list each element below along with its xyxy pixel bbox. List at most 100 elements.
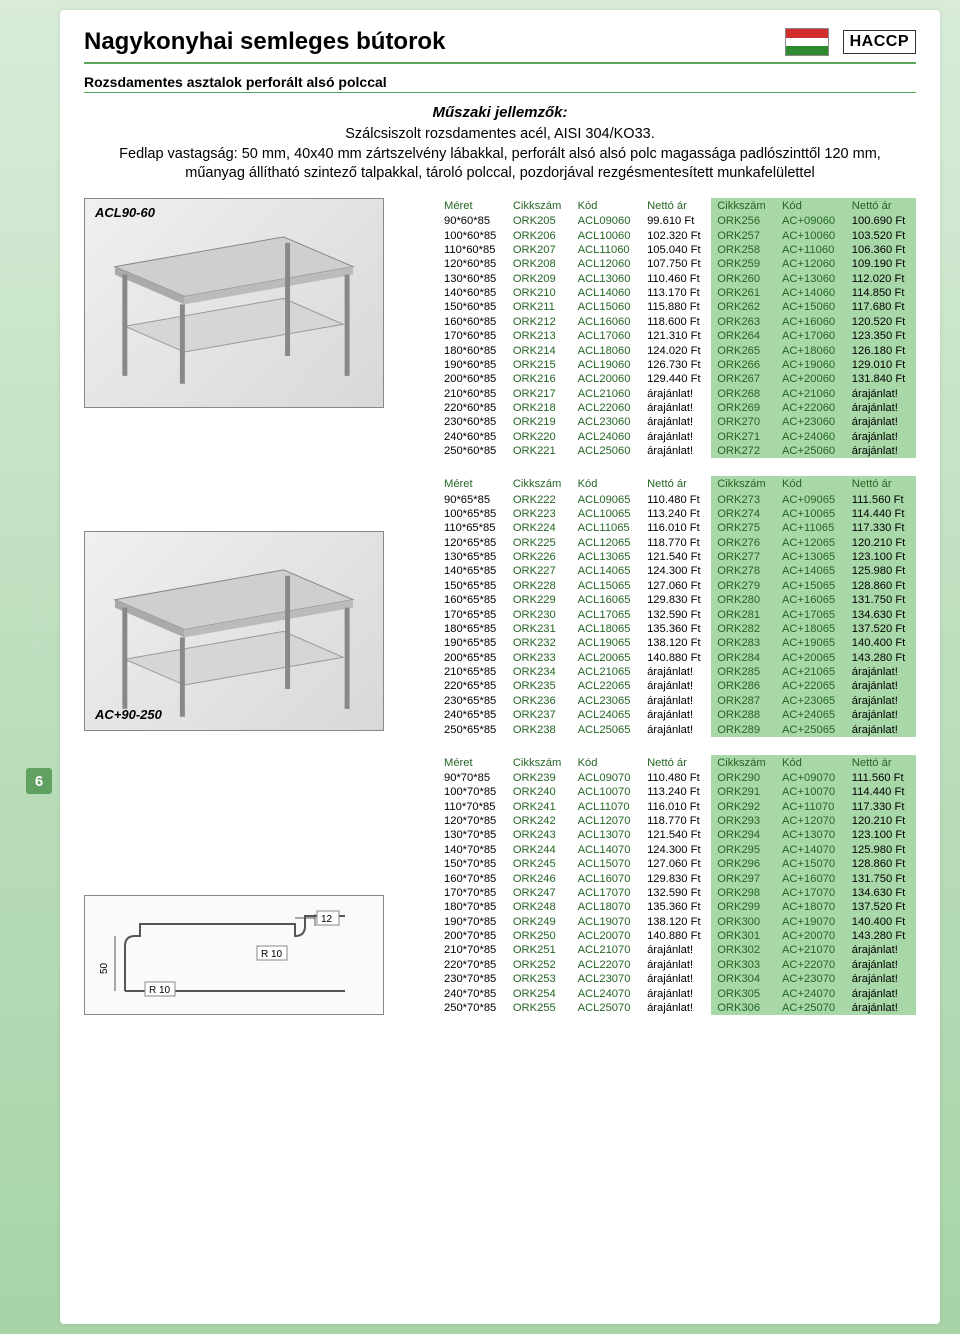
haccp-badge: HACCP [843, 30, 916, 54]
tech-specs: Műszaki jellemzők: Szálcsiszolt rozsdame… [114, 103, 886, 184]
col-header: Nettó ár [846, 198, 916, 214]
table-row: 250*60*85ORK221ACL25060árajánlat!ORK272A… [438, 444, 916, 458]
table-row: 170*65*85ORK230ACL17065132.590 FtORK281A… [438, 607, 916, 621]
table-row: 90*65*85ORK222ACL09065110.480 FtORK273AC… [438, 492, 916, 506]
col-header: Kód [572, 476, 641, 492]
col-header: Cikkszám [507, 476, 572, 492]
table-row: 90*70*85ORK239ACL09070110.480 FtORK290AC… [438, 771, 916, 785]
table-row: 200*65*85ORK233ACL20065140.880 FtORK284A… [438, 650, 916, 664]
table-row: 240*60*85ORK220ACL24060árajánlat!ORK271A… [438, 430, 916, 444]
table-row: 220*70*85ORK252ACL22070árajánlat!ORK303A… [438, 958, 916, 972]
svg-text:50: 50 [99, 963, 110, 975]
page-subtitle: Rozsdamentes asztalok perforált alsó pol… [84, 74, 916, 90]
section-1: ACL90-60 MéretCikkszámKódNettó árCikkszá… [84, 198, 916, 458]
table-row: 120*60*85ORK208ACL12060107.750 FtORK259A… [438, 257, 916, 271]
table-row: 140*65*85ORK227ACL14065124.300 FtORK278A… [438, 564, 916, 578]
page-title: Nagykonyhai semleges bútorok [84, 28, 445, 56]
table-row: 160*70*85ORK246ACL16070129.830 FtORK297A… [438, 871, 916, 885]
col-header: Méret [438, 476, 507, 492]
table-row: 230*70*85ORK253ACL23070árajánlat!ORK304A… [438, 972, 916, 986]
table-row: 130*70*85ORK243ACL13070121.540 FtORK294A… [438, 828, 916, 842]
table-row: 230*60*85ORK219ACL23060árajánlat!ORK270A… [438, 415, 916, 429]
col-header: Nettó ár [846, 755, 916, 771]
table-row: 130*60*85ORK209ACL13060110.460 FtORK260A… [438, 271, 916, 285]
table-row: 210*70*85ORK251ACL21070árajánlat!ORK302A… [438, 943, 916, 957]
page-card: Nagykonyhai semleges bútorok HACCP Rozsd… [60, 10, 940, 1324]
table-row: 130*65*85ORK226ACL13065121.540 FtORK277A… [438, 550, 916, 564]
table-row: 110*60*85ORK207ACL11060105.040 FtORK258A… [438, 243, 916, 257]
col-header: Cikkszám [711, 198, 776, 214]
table-row: 160*60*85ORK212ACL16060118.600 FtORK263A… [438, 315, 916, 329]
col-header: Kód [776, 476, 846, 492]
section-2: AC+90-250 MéretCikkszámKódNettó árCikksz… [84, 476, 916, 736]
table-row: 100*65*85ORK223ACL10065113.240 FtORK274A… [438, 507, 916, 521]
col-header: Nettó ár [641, 476, 711, 492]
col-header: Cikkszám [507, 755, 572, 771]
product-image-2: AC+90-250 [84, 531, 384, 731]
section-3: 12 R 10 R 10 50 MéretCikkszámKódNettó ár… [84, 755, 916, 1015]
price-table-1: MéretCikkszámKódNettó árCikkszámKódNettó… [438, 198, 916, 458]
profile-drawing: 12 R 10 R 10 50 [84, 895, 384, 1015]
table-row: 210*65*85ORK234ACL21065árajánlat!ORK285A… [438, 665, 916, 679]
col-header: Kód [776, 755, 846, 771]
col-header: Nettó ár [641, 755, 711, 771]
table-row: 250*65*85ORK238ACL25065árajánlat!ORK289A… [438, 722, 916, 736]
table-row: 100*70*85ORK240ACL10070113.240 FtORK291A… [438, 785, 916, 799]
specs-line1: Szálcsiszolt rozsdamentes acél, AISI 304… [114, 125, 886, 145]
table-row: 170*70*85ORK247ACL17070132.590 FtORK298A… [438, 886, 916, 900]
table-row: 220*60*85ORK218ACL22060árajánlat!ORK269A… [438, 401, 916, 415]
col-header: Nettó ár [641, 198, 711, 214]
table-row: 140*60*85ORK210ACL14060113.170 FtORK261A… [438, 286, 916, 300]
specs-line2: Fedlap vastagság: 50 mm, 40x40 mm zárt­s… [114, 145, 886, 184]
header-badges: HACCP [785, 28, 916, 56]
table-row: 100*60*85ORK206ACL10060102.320 FtORK257A… [438, 228, 916, 242]
svg-text:R 10: R 10 [261, 949, 283, 960]
price-table-3: MéretCikkszámKódNettó árCikkszámKódNettó… [438, 755, 916, 1015]
col-header: Méret [438, 755, 507, 771]
table-row: 120*65*85ORK225ACL12065118.770 FtORK276A… [438, 535, 916, 549]
table-row: 150*70*85ORK245ACL15070127.060 FtORK296A… [438, 857, 916, 871]
table-row: 140*70*85ORK244ACL14070124.300 FtORK295A… [438, 843, 916, 857]
col-header: Kód [776, 198, 846, 214]
table-row: 180*65*85ORK231ACL18065135.360 FtORK282A… [438, 622, 916, 636]
table-row: 190*60*85ORK215ACL19060126.730 FtORK266A… [438, 358, 916, 372]
svg-text:12: 12 [321, 914, 333, 925]
table-row: 190*70*85ORK249ACL19070138.120 FtORK300A… [438, 914, 916, 928]
col-header: Méret [438, 198, 507, 214]
product-image-1-label: ACL90-60 [95, 205, 155, 220]
table-row: 220*65*85ORK235ACL22065árajánlat!ORK286A… [438, 679, 916, 693]
table-row: 210*60*85ORK217ACL21060árajánlat!ORK268A… [438, 386, 916, 400]
table-row: 170*60*85ORK213ACL17060121.310 FtORK264A… [438, 329, 916, 343]
table-row: 150*65*85ORK228ACL15065127.060 FtORK279A… [438, 579, 916, 593]
table-row: 200*60*85ORK216ACL20060129.440 FtORK267A… [438, 372, 916, 386]
table-row: 110*70*85ORK241ACL11070116.010 FtORK292A… [438, 799, 916, 813]
table-row: 230*65*85ORK236ACL23065árajánlat!ORK287A… [438, 694, 916, 708]
table-illustration-icon [105, 227, 363, 386]
page-number: 6 [26, 768, 52, 794]
table-illustration-icon [105, 560, 363, 719]
svg-text:R 10: R 10 [149, 985, 171, 996]
table-row: 90*60*85ORK205ACL0906099.610 FtORK256AC+… [438, 214, 916, 228]
col-header: Cikkszám [711, 476, 776, 492]
col-header: Cikkszám [507, 198, 572, 214]
table-row: 150*60*85ORK211ACL15060115.880 FtORK262A… [438, 300, 916, 314]
table-row: 200*70*85ORK250ACL20070140.880 FtORK301A… [438, 929, 916, 943]
side-dots [30, 560, 48, 656]
product-image-1: ACL90-60 [84, 198, 384, 408]
table-row: 190*65*85ORK232ACL19065138.120 FtORK283A… [438, 636, 916, 650]
col-header: Kód [572, 755, 641, 771]
specs-heading: Műszaki jellemzők: [114, 103, 886, 123]
col-header: Kód [572, 198, 641, 214]
table-row: 180*70*85ORK248ACL18070135.360 FtORK299A… [438, 900, 916, 914]
table-row: 250*70*85ORK255ACL25070árajánlat!ORK306A… [438, 1001, 916, 1015]
col-header: Nettó ár [846, 476, 916, 492]
col-header: Cikkszám [711, 755, 776, 771]
price-table-2: MéretCikkszámKódNettó árCikkszámKódNettó… [438, 476, 916, 736]
table-row: 240*70*85ORK254ACL24070árajánlat!ORK305A… [438, 986, 916, 1000]
table-row: 110*65*85ORK224ACL11065116.010 FtORK275A… [438, 521, 916, 535]
flag-icon [785, 28, 829, 56]
table-row: 240*65*85ORK237ACL24065árajánlat!ORK288A… [438, 708, 916, 722]
table-row: 120*70*85ORK242ACL12070118.770 FtORK293A… [438, 814, 916, 828]
table-row: 160*65*85ORK229ACL16065129.830 FtORK280A… [438, 593, 916, 607]
profile-icon: 12 R 10 R 10 50 [85, 896, 385, 1016]
